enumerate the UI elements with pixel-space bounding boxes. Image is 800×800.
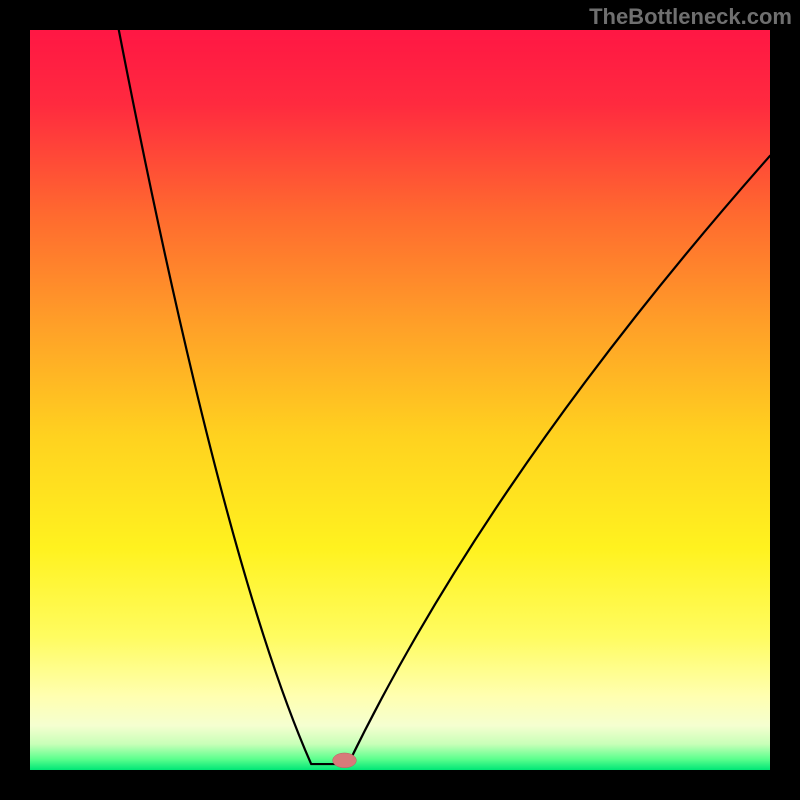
chart-svg xyxy=(0,0,800,800)
optimal-marker xyxy=(333,753,357,768)
watermark-text: TheBottleneck.com xyxy=(589,4,792,30)
chart-frame: TheBottleneck.com xyxy=(0,0,800,800)
